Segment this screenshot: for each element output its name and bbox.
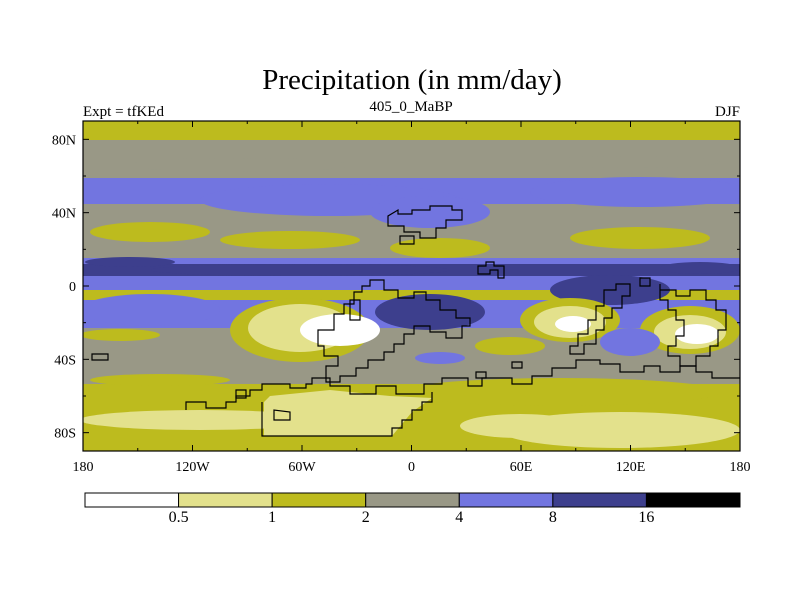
y-axis: 80N 40N 0 40S 80S bbox=[52, 133, 740, 442]
x-tick-label: 180 bbox=[730, 460, 751, 475]
field-patch bbox=[85, 257, 175, 267]
legend-level-label: 16 bbox=[638, 509, 654, 526]
field-patch bbox=[375, 294, 485, 330]
field-patch bbox=[83, 329, 160, 341]
field-patch bbox=[90, 222, 210, 242]
legend-swatch bbox=[84, 492, 180, 508]
field-patch bbox=[555, 316, 591, 332]
field-band bbox=[83, 121, 740, 141]
outline-east-b bbox=[659, 284, 727, 367]
field-patch bbox=[150, 264, 450, 276]
outline-south-inner bbox=[261, 392, 433, 437]
outline-southwest-b bbox=[235, 389, 247, 399]
outline-east-c bbox=[639, 277, 651, 287]
legend-swatch bbox=[271, 492, 367, 508]
field-patch bbox=[390, 238, 490, 258]
legend-level-label: 1 bbox=[268, 509, 276, 526]
x-tick-label: 120E bbox=[616, 460, 646, 475]
field-patch bbox=[83, 294, 220, 326]
color-legend: 0.5 1 2 4 8 16 bbox=[84, 492, 741, 526]
field-patch bbox=[415, 352, 465, 364]
y-tick-label: 80N bbox=[52, 133, 76, 148]
outline-north-c bbox=[477, 261, 505, 279]
land-outlines bbox=[91, 205, 740, 437]
x-tick-label: 180 bbox=[73, 460, 94, 475]
field-patch bbox=[220, 231, 360, 249]
season-label: DJF bbox=[715, 104, 740, 120]
x-tick-label: 60E bbox=[510, 460, 533, 475]
experiment-label: Expt = tfKEd bbox=[83, 104, 164, 120]
field-patch bbox=[264, 390, 432, 436]
field-patch bbox=[600, 328, 660, 356]
field-patch bbox=[570, 227, 710, 249]
y-tick-label: 0 bbox=[69, 280, 76, 295]
legend-level-label: 2 bbox=[362, 509, 370, 526]
field-patch bbox=[540, 156, 720, 168]
legend-level-label: 0.5 bbox=[169, 509, 189, 526]
y-tick-label: 40S bbox=[54, 353, 76, 368]
field-patch bbox=[660, 262, 740, 274]
outline-center bbox=[317, 279, 471, 383]
outline-southwest-a bbox=[91, 353, 109, 361]
outline-south-bay bbox=[273, 409, 291, 421]
field-patch bbox=[83, 410, 320, 430]
field-patch bbox=[530, 177, 740, 207]
field-band bbox=[83, 258, 740, 265]
field-patch bbox=[130, 158, 350, 172]
legend-level-label: 4 bbox=[455, 509, 463, 526]
outline-south-continent bbox=[185, 359, 740, 410]
legend-level-label: 8 bbox=[549, 509, 557, 526]
outline-north-a bbox=[387, 205, 463, 239]
field-patch bbox=[90, 374, 230, 386]
x-tick-label: 0 bbox=[408, 460, 415, 475]
x-axis: 180 120W 60W 0 60E 120E 180 bbox=[73, 121, 751, 475]
y-tick-label: 80S bbox=[54, 427, 76, 442]
outline-east-a bbox=[569, 283, 631, 355]
field-patch bbox=[475, 337, 545, 355]
x-tick-label: 60W bbox=[288, 460, 316, 475]
legend-swatch bbox=[365, 492, 460, 508]
chart-title: Precipitation (in mm/day) bbox=[262, 64, 562, 96]
outline-north-b bbox=[399, 235, 415, 245]
legend-swatch bbox=[178, 492, 273, 508]
x-tick-label: 120W bbox=[175, 460, 210, 475]
field-patch bbox=[300, 314, 380, 346]
legend-swatch bbox=[458, 492, 554, 508]
period-label: 405_0_MaBP bbox=[369, 99, 452, 115]
field-patch bbox=[675, 324, 719, 344]
field-patch bbox=[460, 414, 580, 438]
field-patch bbox=[400, 378, 720, 406]
outline-center-island bbox=[349, 299, 361, 321]
y-tick-label: 40N bbox=[52, 207, 76, 222]
legend-swatch bbox=[645, 492, 741, 508]
legend-swatch bbox=[552, 492, 647, 508]
outline-south-island-b bbox=[511, 361, 523, 369]
